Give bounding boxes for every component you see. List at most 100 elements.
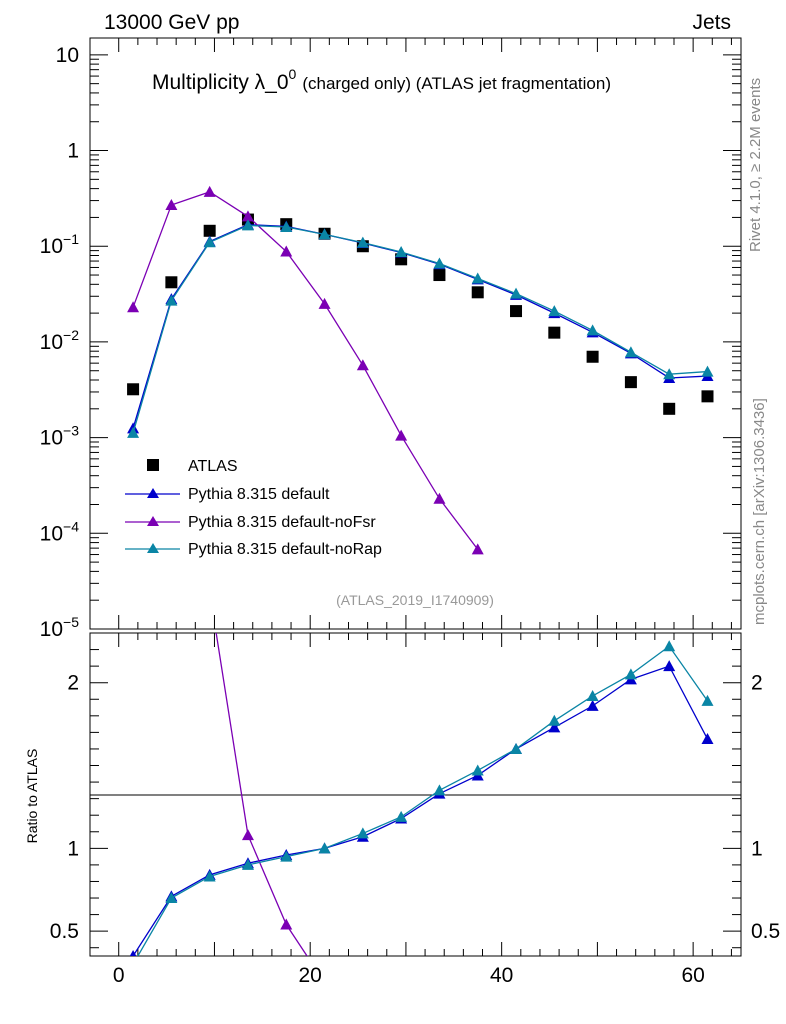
ratio-point-norap (701, 694, 714, 706)
legend-label-norap: Pythia 8.315 default-noRap (188, 541, 382, 558)
ratio-point-norap (395, 810, 408, 822)
ratio-y-tick-label-right: 0.5 (751, 920, 780, 943)
plot-title-superscript: 0 (289, 66, 297, 82)
main-y-tick-label: 1 (67, 140, 79, 163)
ratio-y-axis-label: Ratio to ATLAS (24, 749, 40, 844)
main-y-tick-label: 10 (56, 44, 79, 67)
data-point-nofsr (127, 301, 140, 313)
data-point-norap (471, 272, 484, 284)
data-point-norap (624, 346, 637, 358)
x-tick-label: 0 (113, 964, 125, 987)
main-y-tick-label: 10−1 (40, 231, 80, 258)
main-y-tick-label: 10−5 (40, 614, 80, 641)
plot-title: Multiplicity λ_00 (charged only) (ATLAS j… (152, 66, 611, 94)
data-point-norap (433, 257, 446, 269)
ratio-point-norap (356, 827, 369, 839)
ratio-line-norap (137, 645, 709, 956)
legend-label-default: Pythia 8.315 default (188, 486, 330, 503)
energy-label: 13000 GeV pp (104, 11, 239, 34)
data-point-data (701, 390, 714, 403)
main-y-axis: 10−5 10−4 10−3 10−2 10−1 1 10 (40, 44, 741, 641)
legend-label-atlas: ATLAS (188, 458, 238, 475)
data-point-nofsr (203, 185, 216, 197)
legend-marker-default (147, 488, 159, 498)
data-point-data (624, 376, 637, 389)
ratio-y-tick-label: 1 (67, 837, 79, 860)
ratio-point-norap (203, 870, 216, 882)
legend-marker-atlas (147, 459, 159, 471)
ratio-line-nofsr (215, 633, 308, 956)
ratio-point-default (548, 721, 561, 733)
ratio-point-norap (165, 892, 178, 904)
ratio-point-norap (127, 958, 139, 969)
ratio-point-norap (510, 742, 523, 754)
ratio-point-default (701, 733, 714, 745)
main-plot-frame (89, 37, 742, 630)
data-point-data (165, 276, 178, 289)
ratio-y-tick-label-right: 2 (751, 672, 763, 695)
ratio-point-default (129, 950, 137, 956)
data-point-norap (165, 294, 178, 306)
ratio-point-default (663, 660, 676, 672)
ratio-y-tick-label: 0.5 (50, 920, 79, 943)
ratio-point-norap (318, 842, 331, 854)
ratio-y-axis: 0.5 0.5 1 1 2 2 (50, 632, 780, 949)
data-point-data (510, 305, 523, 318)
data-point-data (663, 402, 676, 415)
data-point-norap (548, 305, 561, 317)
series-line-default (132, 224, 708, 429)
x-tick-label: 40 (490, 964, 513, 987)
data-point-nofsr (471, 543, 484, 555)
data-point-data (433, 269, 446, 282)
data-point-norap (586, 324, 599, 336)
data-point-norap (203, 236, 216, 248)
ratio-point-norap (624, 668, 637, 680)
ratio-y-tick-label: 2 (67, 672, 79, 695)
data-point-norap (241, 219, 254, 231)
data-point-data (203, 224, 216, 237)
data-point-norap (701, 365, 714, 377)
ratio-point-nofsr (280, 918, 293, 930)
ratio-point-default (586, 699, 599, 711)
data-point-norap (318, 228, 331, 240)
plot-title-suffix: (charged only) (ATLAS jet fragmentation) (302, 74, 611, 93)
data-point-nofsr (356, 359, 369, 371)
data-point-nofsr (241, 210, 254, 222)
data-point-data (548, 326, 561, 339)
main-x-axis (118, 38, 732, 629)
data-point-norap (356, 236, 369, 248)
ratio-x-axis: 0 20 40 60 (113, 633, 732, 987)
series-line-nofsr (132, 191, 479, 550)
ratio-point-norap (433, 784, 446, 796)
main-series-layer (127, 185, 714, 555)
data-point-data (127, 383, 140, 396)
data-point-nofsr (395, 429, 408, 441)
ratio-point-norap (548, 714, 561, 726)
ratio-point-nofsr (241, 829, 254, 841)
main-y-tick-label: 10−4 (40, 518, 80, 545)
analysis-id-label: (ATLAS_2019_I1740909) (336, 592, 494, 608)
process-label: Jets (692, 11, 731, 34)
ratio-point-nofsr (204, 586, 216, 597)
series-line-norap (132, 224, 708, 434)
data-point-norap (395, 246, 408, 258)
ratio-point-norap (280, 850, 293, 862)
data-point-data (471, 286, 484, 299)
data-point-data (586, 350, 599, 363)
data-point-nofsr (165, 198, 178, 210)
plot-title-main: Multiplicity λ_0 (152, 71, 289, 94)
ratio-point-norap (586, 689, 599, 701)
legend-marker-norap (147, 543, 159, 553)
x-tick-label: 60 (681, 964, 704, 987)
ratio-y-tick-label-right: 1 (751, 837, 763, 860)
legend-label-nofsr: Pythia 8.315 default-noFsr (188, 514, 376, 531)
mcplots-credit-label: mcplots.cern.ch [arXiv:1306.3436] (751, 398, 768, 625)
main-y-tick-label: 10−3 (40, 423, 80, 450)
data-point-norap (280, 220, 293, 232)
data-point-nofsr (318, 297, 331, 309)
ratio-point-norap (471, 764, 484, 776)
main-y-tick-label: 10−2 (40, 327, 80, 354)
ratio-line-default (132, 665, 709, 956)
data-point-nofsr (280, 245, 293, 257)
